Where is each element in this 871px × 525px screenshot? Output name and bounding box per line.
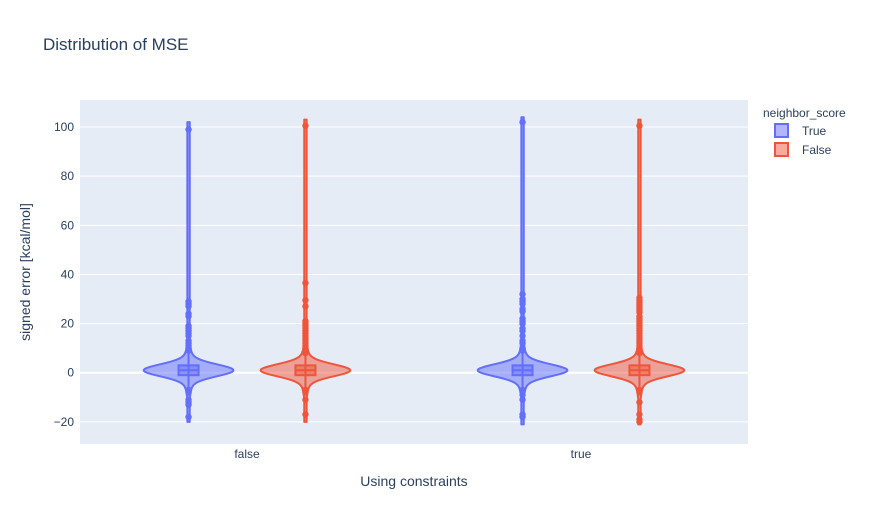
outlier-point — [636, 389, 643, 396]
outlier-point — [302, 303, 309, 310]
chart-title: Distribution of MSE — [43, 35, 189, 54]
outlier-point — [519, 396, 526, 403]
legend: neighbor_score True False — [763, 106, 846, 157]
y-tick-labels: −20 0 20 40 60 80 100 — [54, 120, 75, 429]
legend-swatch — [774, 123, 789, 138]
plot-background — [80, 100, 748, 444]
violin-true-true — [476, 116, 569, 426]
outlier-point — [519, 320, 526, 327]
legend-item-true[interactable]: True — [774, 123, 827, 138]
outlier-point — [185, 332, 192, 340]
outlier-point — [519, 308, 526, 315]
y-tick-label: 80 — [61, 169, 75, 183]
violin-false-false — [259, 118, 352, 423]
violin-layer — [142, 116, 686, 426]
y-tick-label: 20 — [61, 317, 75, 331]
legend-item-false[interactable]: False — [774, 142, 832, 157]
outlier-point — [302, 349, 309, 357]
outlier-point — [519, 386, 526, 394]
outlier-point — [636, 418, 643, 426]
legend-title: neighbor_score — [763, 106, 846, 120]
outlier-point — [302, 389, 309, 396]
outlier-point — [636, 122, 643, 129]
outlier-point — [185, 126, 192, 133]
outlier-point — [185, 389, 192, 396]
outlier-point — [302, 297, 309, 304]
outlier-point — [636, 349, 643, 357]
x-axis-label: Using constraints — [360, 473, 467, 489]
outlier-point — [519, 332, 526, 340]
x-tick-labels: false true — [234, 447, 591, 461]
outlier-point — [185, 401, 192, 408]
outlier-point — [519, 327, 526, 335]
outlier-point — [519, 340, 526, 347]
outlier-point — [519, 391, 526, 399]
violin-body — [142, 121, 235, 423]
y-tick-label: 40 — [61, 267, 75, 281]
outlier-point — [519, 290, 526, 298]
y-tick-label: 100 — [54, 120, 74, 134]
violin-true-false — [142, 121, 235, 423]
outlier-point — [302, 122, 309, 129]
outlier-point — [185, 347, 192, 354]
outlier-point — [519, 118, 526, 126]
x-tick-label: false — [234, 447, 260, 461]
y-tick-label: −20 — [54, 415, 75, 429]
outlier-point — [302, 396, 309, 403]
outlier-point — [185, 303, 192, 310]
outlier-point — [302, 411, 309, 418]
outlier-point — [302, 279, 309, 287]
y-axis-label: signed error [kcal/mol] — [17, 203, 33, 341]
x-tick-label: true — [571, 447, 592, 461]
legend-label: False — [802, 143, 832, 157]
outlier-point — [519, 413, 526, 421]
violin-false-true — [593, 118, 686, 426]
outlier-point — [185, 413, 192, 421]
outlier-point — [636, 411, 643, 418]
legend-label: True — [802, 124, 827, 138]
outlier-point — [519, 347, 526, 354]
legend-swatch — [774, 142, 789, 157]
outlier-point — [185, 313, 192, 320]
outlier-point — [636, 399, 643, 406]
legend-items: True False — [774, 123, 832, 157]
outlier-point — [519, 300, 526, 308]
y-tick-label: 60 — [61, 218, 75, 232]
y-tick-label: 0 — [67, 366, 74, 380]
